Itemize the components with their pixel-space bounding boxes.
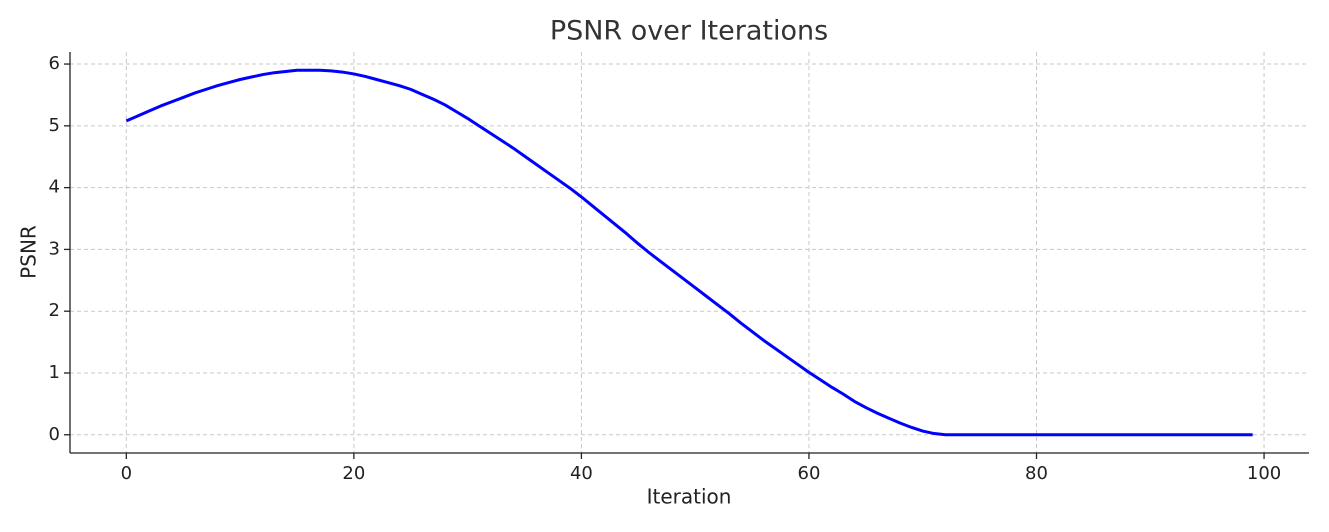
x-tick-label: 40 — [570, 463, 593, 484]
y-tick-label: 5 — [49, 115, 60, 136]
data-line — [125, 68, 1253, 437]
y-tick-label: 0 — [49, 424, 60, 445]
x-tick-label: 20 — [342, 463, 365, 484]
y-tick-label: 6 — [49, 53, 60, 74]
y-axis-label: PSNR — [17, 225, 41, 279]
y-tick-label: 1 — [49, 362, 60, 383]
x-tick-label: 0 — [121, 463, 132, 484]
y-tick-label: 2 — [49, 300, 60, 321]
x-axis-label: Iteration — [647, 485, 732, 509]
chart-title: PSNR over Iterations — [550, 16, 828, 47]
x-tick-label: 80 — [1025, 463, 1048, 484]
y-tick-label: 3 — [49, 238, 60, 259]
x-tick-label: 100 — [1247, 463, 1281, 484]
y-tick-label: 4 — [49, 177, 60, 198]
x-tick-label: 60 — [798, 463, 821, 484]
